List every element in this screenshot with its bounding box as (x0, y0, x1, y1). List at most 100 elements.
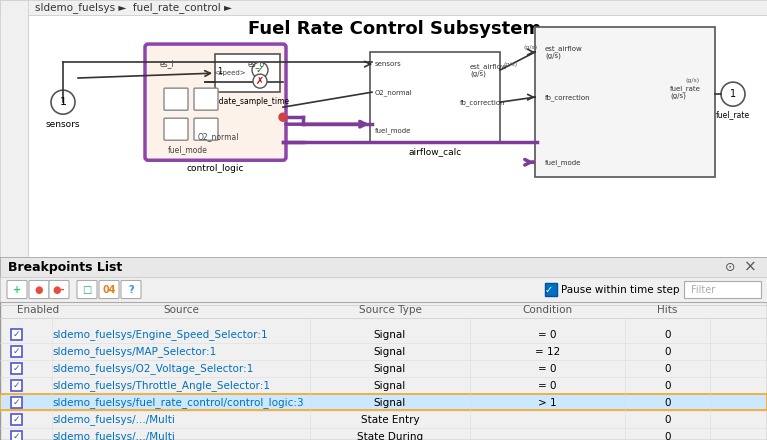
Text: control_logic: control_logic (186, 164, 244, 173)
FancyBboxPatch shape (370, 52, 500, 142)
Text: sensors: sensors (375, 61, 402, 67)
Text: ✓: ✓ (13, 381, 20, 390)
Text: Condition: Condition (522, 304, 572, 315)
Text: fuel_rate
(g/s): fuel_rate (g/s) (670, 85, 701, 99)
Text: Enabled: Enabled (17, 304, 59, 315)
Text: □: □ (82, 285, 91, 294)
Text: est_airflow
(g/s): est_airflow (g/s) (470, 63, 508, 77)
FancyBboxPatch shape (11, 397, 22, 408)
Text: 1: 1 (730, 89, 736, 99)
FancyBboxPatch shape (0, 257, 767, 278)
Text: est_airflow
(g/s): est_airflow (g/s) (545, 45, 583, 59)
FancyBboxPatch shape (0, 394, 767, 411)
FancyBboxPatch shape (99, 280, 119, 298)
FancyBboxPatch shape (49, 280, 69, 298)
FancyBboxPatch shape (11, 414, 22, 425)
Text: = 0: = 0 (538, 364, 557, 374)
Text: O2_normal: O2_normal (375, 89, 413, 95)
Text: sldemo_fuelsys/Throttle_Angle_Selector:1: sldemo_fuelsys/Throttle_Angle_Selector:1 (52, 380, 270, 391)
Text: es_o: es_o (248, 59, 265, 68)
Text: ✓: ✓ (545, 285, 553, 294)
Text: sldemo_fuelsys/fuel_rate_control/control_logic:3: sldemo_fuelsys/fuel_rate_control/control… (52, 397, 304, 408)
Text: Signal: Signal (374, 364, 406, 374)
FancyBboxPatch shape (29, 280, 49, 298)
Text: es_i: es_i (160, 59, 175, 68)
Text: 0: 0 (664, 398, 671, 408)
Text: 0: 0 (664, 415, 671, 425)
Text: ✓: ✓ (13, 330, 20, 339)
Text: ✓: ✓ (13, 347, 20, 356)
FancyBboxPatch shape (0, 0, 28, 257)
FancyBboxPatch shape (545, 283, 557, 296)
Text: airflow_calc: airflow_calc (408, 147, 462, 156)
FancyBboxPatch shape (145, 44, 286, 160)
Text: ✓: ✓ (256, 65, 264, 75)
FancyBboxPatch shape (0, 278, 767, 301)
FancyBboxPatch shape (215, 54, 280, 92)
Text: sldemo_fuelsys/.../Multi: sldemo_fuelsys/.../Multi (52, 432, 175, 440)
FancyBboxPatch shape (535, 27, 715, 177)
Text: sldemo_fuelsys/.../Multi: sldemo_fuelsys/.../Multi (52, 414, 175, 425)
Text: fuel_mode: fuel_mode (168, 145, 208, 154)
FancyBboxPatch shape (684, 282, 761, 297)
Text: 0: 0 (664, 330, 671, 340)
Text: Filter: Filter (691, 285, 716, 294)
Text: sldemo_fuelsys/MAP_Selector:1: sldemo_fuelsys/MAP_Selector:1 (52, 346, 216, 357)
Text: = 0: = 0 (538, 381, 557, 391)
Text: O2_normal: O2_normal (198, 132, 239, 141)
FancyBboxPatch shape (11, 346, 22, 357)
Text: ✓: ✓ (13, 364, 20, 373)
Text: fb_correction: fb_correction (460, 99, 505, 106)
Text: State During: State During (357, 432, 423, 440)
FancyBboxPatch shape (11, 363, 22, 374)
Text: Source: Source (163, 304, 199, 315)
Text: Signal: Signal (374, 398, 406, 408)
Text: = 12: = 12 (535, 347, 560, 357)
Text: 1: 1 (60, 97, 67, 107)
Text: Breakpoints List: Breakpoints List (8, 261, 122, 274)
Text: = 0: = 0 (538, 330, 557, 340)
Circle shape (252, 62, 268, 78)
Text: 04: 04 (102, 285, 116, 294)
Text: sensors: sensors (46, 120, 81, 129)
Text: > 1: > 1 (538, 398, 557, 408)
Text: Signal: Signal (374, 330, 406, 340)
Text: Pause within time step: Pause within time step (561, 285, 680, 294)
Text: Fuel Rate Control Subsystem: Fuel Rate Control Subsystem (249, 20, 542, 38)
Circle shape (51, 90, 75, 114)
Text: ×: × (744, 260, 756, 275)
Text: ●-: ●- (53, 285, 65, 294)
Text: (g/s): (g/s) (523, 44, 537, 50)
Text: ⊙: ⊙ (725, 261, 736, 274)
FancyBboxPatch shape (7, 280, 27, 298)
Circle shape (279, 113, 287, 121)
Text: (g/s): (g/s) (685, 77, 700, 83)
Text: fuel_rate: fuel_rate (716, 110, 750, 119)
FancyBboxPatch shape (194, 118, 218, 140)
Text: Source Type: Source Type (358, 304, 421, 315)
FancyBboxPatch shape (164, 118, 188, 140)
Text: Signal: Signal (374, 347, 406, 357)
FancyBboxPatch shape (28, 15, 767, 257)
Text: fb_correction: fb_correction (545, 94, 591, 100)
Text: fuel_mode: fuel_mode (375, 127, 411, 134)
FancyBboxPatch shape (77, 280, 97, 298)
Text: Signal: Signal (374, 381, 406, 391)
Text: State Entry: State Entry (360, 415, 420, 425)
Text: ✓: ✓ (13, 415, 20, 424)
FancyBboxPatch shape (11, 380, 22, 391)
Text: 1: 1 (217, 66, 222, 76)
Text: 0: 0 (664, 432, 671, 440)
Text: sldemo_fuelsys ►  fuel_rate_control ►: sldemo_fuelsys ► fuel_rate_control ► (35, 3, 232, 14)
Text: ✗: ✗ (256, 76, 264, 86)
FancyBboxPatch shape (11, 431, 22, 440)
Circle shape (721, 82, 745, 106)
FancyBboxPatch shape (0, 0, 767, 15)
FancyBboxPatch shape (164, 88, 188, 110)
Text: sldemo_fuelsys/Engine_Speed_Selector:1: sldemo_fuelsys/Engine_Speed_Selector:1 (52, 329, 268, 340)
Text: ✓: ✓ (13, 398, 20, 407)
Text: sldemo_fuelsys/O2_Voltage_Selector:1: sldemo_fuelsys/O2_Voltage_Selector:1 (52, 363, 253, 374)
Text: ●: ● (35, 285, 43, 294)
Text: validate_sample_time: validate_sample_time (206, 97, 290, 106)
Text: ✓: ✓ (13, 432, 20, 440)
